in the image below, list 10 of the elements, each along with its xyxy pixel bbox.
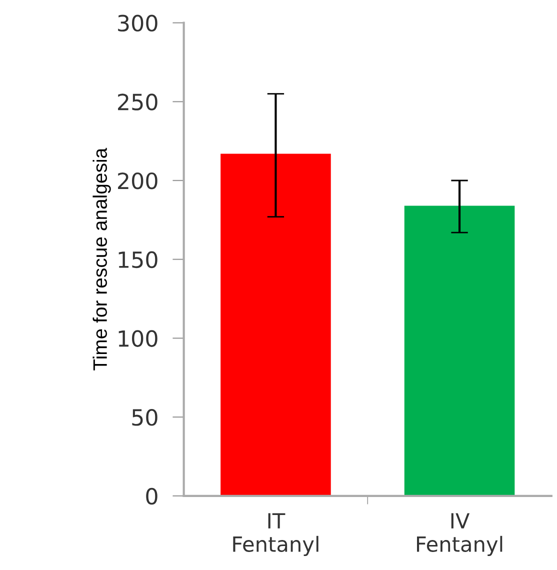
y-tick-label: 300 [118,14,158,32]
x-tick-label: IT Fentanyl [233,513,318,556]
y-tick-label: 100 [118,330,158,347]
y-tick-label: 0 [146,488,158,505]
y-tick-label: 200 [118,172,158,190]
y-tick-label: 250 [118,94,158,110]
y-axis-title: Time for rescue analgesia [92,148,111,370]
y-tick-label: 150 [118,251,158,268]
x-tick-label: IV Fentanyl [417,513,502,556]
y-tick-label: 50 [132,409,158,426]
